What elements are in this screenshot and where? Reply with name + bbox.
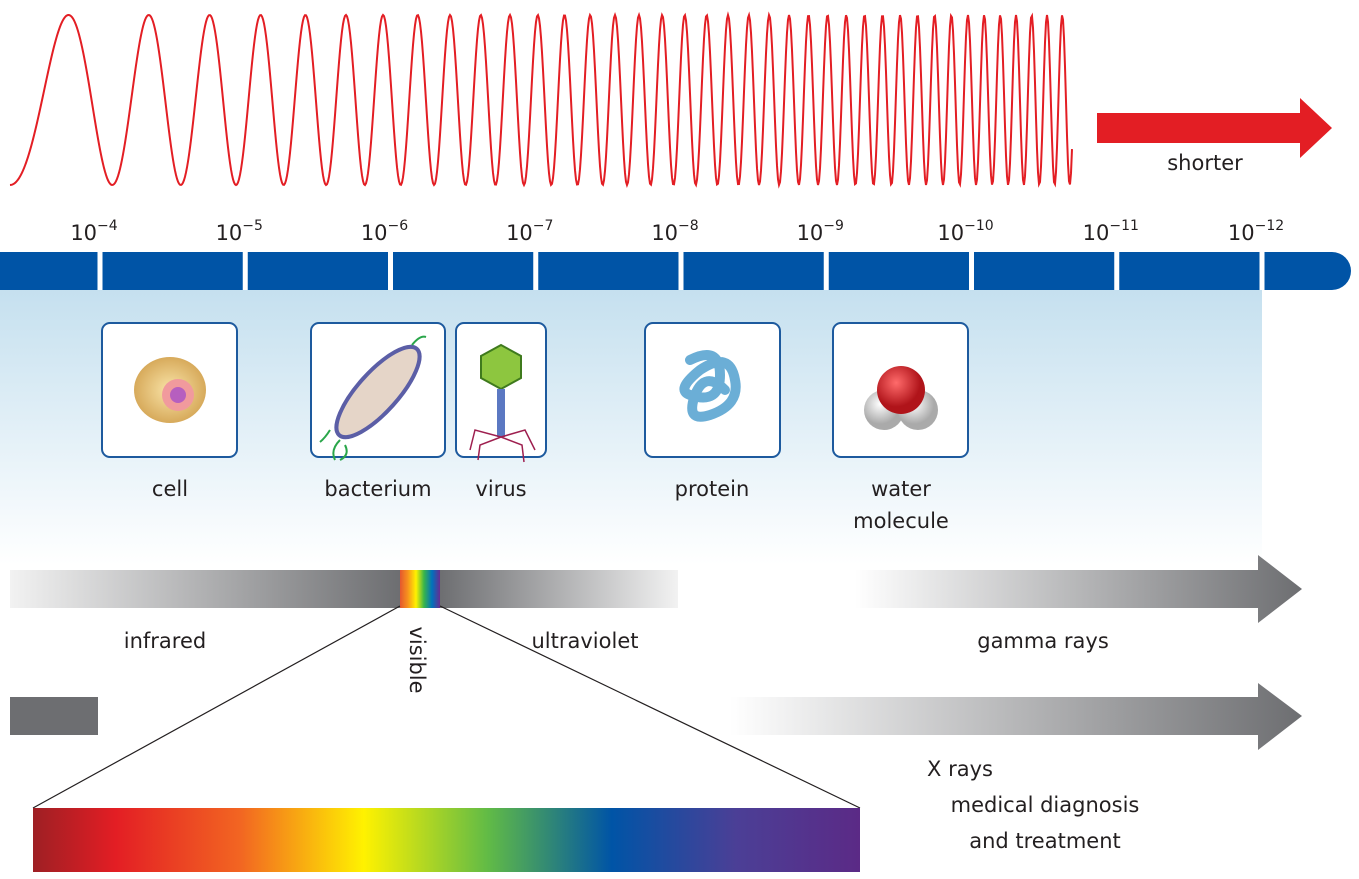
object-icons bbox=[102, 323, 968, 462]
object-label: cell bbox=[152, 477, 188, 501]
tick-separator bbox=[1260, 252, 1265, 290]
diagram: shorter 10−410−510−610−710−810−910−1010−… bbox=[0, 0, 1359, 879]
tick-base: 10 bbox=[216, 221, 243, 245]
tick-separator bbox=[98, 252, 103, 290]
band-label: ultraviolet bbox=[532, 629, 639, 653]
tick-exponent: −10 bbox=[964, 218, 994, 234]
tick-separator bbox=[679, 252, 684, 290]
object-label: virus bbox=[475, 477, 526, 501]
xray-stub bbox=[10, 697, 98, 735]
tick-separator bbox=[1114, 252, 1119, 290]
tick-exponent: −4 bbox=[97, 218, 118, 234]
arrow-label: shorter bbox=[1167, 151, 1243, 175]
tick-exponent: −8 bbox=[678, 218, 699, 234]
tick-base: 10 bbox=[70, 221, 97, 245]
tick-separator bbox=[969, 252, 974, 290]
visible-bar bbox=[400, 570, 440, 608]
band-label: visible bbox=[405, 626, 429, 693]
tick-label: 10−9 bbox=[797, 218, 844, 245]
tick-base: 10 bbox=[1228, 221, 1255, 245]
band-label: X rays bbox=[927, 757, 993, 781]
tick-exponent: −6 bbox=[388, 218, 409, 234]
object-label: molecule bbox=[853, 509, 949, 533]
band-label: gamma rays bbox=[977, 629, 1109, 653]
shorter-arrow bbox=[1097, 98, 1332, 158]
tick-exponent: −11 bbox=[1109, 218, 1139, 234]
virus-icon bbox=[481, 345, 521, 389]
tick-label: 10−8 bbox=[651, 218, 698, 245]
infrared-bar bbox=[10, 570, 400, 608]
ultraviolet-bar bbox=[440, 570, 678, 608]
tick-separator bbox=[533, 252, 538, 290]
wave bbox=[10, 15, 1072, 185]
object-label: water bbox=[871, 477, 931, 501]
tick-exponent: −12 bbox=[1255, 218, 1285, 234]
visible-spectrum bbox=[33, 808, 860, 872]
water-icon bbox=[877, 366, 925, 414]
tick-label: 10−12 bbox=[1228, 218, 1284, 245]
band-label: infrared bbox=[124, 629, 206, 653]
tick-separator bbox=[388, 252, 393, 290]
tick-base: 10 bbox=[651, 221, 678, 245]
scale-bar bbox=[0, 252, 1351, 290]
xray-arrow bbox=[730, 683, 1302, 750]
tick-exponent: −5 bbox=[242, 218, 263, 234]
tick-label: 10−4 bbox=[70, 218, 117, 245]
tick-base: 10 bbox=[797, 221, 824, 245]
object-label: bacterium bbox=[324, 477, 431, 501]
tick-base: 10 bbox=[506, 221, 533, 245]
tick-exponent: −9 bbox=[823, 218, 844, 234]
tick-base: 10 bbox=[361, 221, 388, 245]
tick-label: 10−11 bbox=[1083, 218, 1139, 245]
tick-label: 10−10 bbox=[937, 218, 993, 245]
use-label: medical diagnosis bbox=[951, 793, 1140, 817]
tick-separator bbox=[243, 252, 248, 290]
object-label: protein bbox=[675, 477, 750, 501]
use-label: and treatment bbox=[969, 829, 1121, 853]
tick-label: 10−5 bbox=[216, 218, 263, 245]
tick-separator bbox=[824, 252, 829, 290]
gamma-arrow bbox=[855, 555, 1302, 623]
tick-base: 10 bbox=[1083, 221, 1110, 245]
tick-label: 10−6 bbox=[361, 218, 408, 245]
tick-base: 10 bbox=[937, 221, 964, 245]
tick-label: 10−7 bbox=[506, 218, 553, 245]
tick-exponent: −7 bbox=[533, 218, 554, 234]
